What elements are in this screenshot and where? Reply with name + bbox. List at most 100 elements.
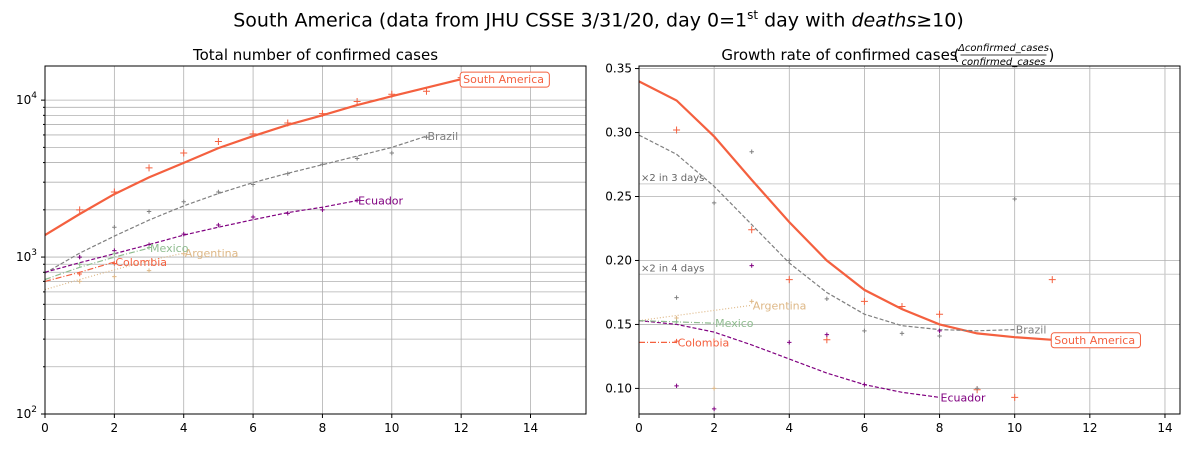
series-label: South America: [463, 73, 544, 86]
data-point-marker: [250, 182, 256, 187]
series-line: [44, 200, 358, 273]
paren-left: (: [954, 46, 960, 64]
data-point-marker: [862, 328, 867, 334]
series-label-box: [459, 71, 550, 88]
reference-line-label: ×2 in 4 days: [641, 263, 704, 274]
x-tick-label: 12: [454, 421, 469, 435]
data-point-marker: [145, 164, 153, 172]
series-label: Ecuador: [358, 195, 403, 208]
data-point-marker: [1012, 196, 1017, 202]
series-south-america: South America: [638, 80, 1141, 401]
data-point-marker: [673, 126, 681, 134]
series-south-america: South America: [44, 71, 550, 237]
paren-right: ): [1049, 46, 1055, 64]
series-label: Brazil: [427, 130, 458, 143]
series-label: Mexico: [715, 317, 754, 330]
y-tick-label: 0.35: [605, 62, 632, 76]
data-point-marker: [389, 150, 394, 156]
data-point-marker: [214, 137, 222, 145]
data-point-marker: [711, 386, 717, 391]
data-point-marker: [711, 406, 717, 412]
data-point-marker: [422, 87, 430, 95]
data-point-marker: [77, 271, 82, 277]
data-point-marker: [860, 297, 868, 305]
x-tick-label: 8: [936, 421, 944, 435]
x-tick-label: 6: [861, 421, 869, 435]
series-line: [638, 320, 940, 398]
data-point-marker: [748, 226, 756, 234]
series-line: [638, 134, 1015, 332]
data-point-marker: [284, 119, 292, 127]
data-point-marker: [180, 149, 188, 157]
x-tick-label: 10: [1007, 421, 1022, 435]
data-point-marker: [250, 214, 256, 220]
series-label: Colombia: [115, 256, 167, 269]
title-fraction-denominator: confirmed_cases: [962, 57, 1046, 68]
data-point-marker: [354, 198, 360, 203]
x-tick-label: 0: [41, 421, 49, 435]
data-point-marker: [424, 135, 429, 140]
data-point-marker: [862, 382, 867, 387]
panel-title: Total number of confirmed cases: [192, 46, 438, 64]
series-mexico: Mexico: [44, 242, 189, 281]
data-point-marker: [824, 296, 830, 302]
data-point-marker: [785, 276, 793, 284]
data-point-marker: [112, 261, 117, 266]
data-point-marker: [674, 319, 679, 325]
x-tick-label: 2: [710, 421, 718, 435]
series-label-box: [1050, 332, 1141, 349]
data-point-marker: [1048, 276, 1056, 284]
data-point-marker: [181, 199, 186, 204]
data-point-marker: [216, 222, 221, 228]
data-point-marker: [112, 274, 117, 279]
data-point-marker: [285, 211, 290, 216]
x-tick-label: 10: [384, 421, 399, 435]
data-point-marker: [112, 224, 117, 230]
data-point-marker: [181, 251, 186, 256]
series-label: Argentina: [185, 247, 239, 260]
data-point-marker: [749, 263, 754, 268]
data-point-marker: [1011, 393, 1019, 401]
panel-1: South America Brazil Ecuador MexicoArgentin…: [16, 46, 587, 435]
data-point-marker: [320, 162, 325, 167]
y-tick-label: 103: [16, 248, 37, 264]
x-tick-label: 8: [319, 421, 327, 435]
x-tick-label: 0: [635, 421, 643, 435]
series-colombia: Colombia: [639, 336, 729, 349]
series-label: Brazil: [1016, 324, 1047, 337]
series-line: [638, 80, 1053, 341]
data-point-marker: [146, 268, 152, 273]
data-point-marker: [146, 209, 152, 214]
series-line: [44, 247, 150, 281]
title-fraction-numerator: Δconfirmed_cases: [957, 43, 1049, 54]
data-point-marker: [824, 332, 830, 337]
reference-line-label: ×2 in 3 days: [641, 173, 704, 184]
data-point-marker: [674, 315, 679, 321]
data-point-marker: [112, 251, 117, 256]
series-argentina: Argentina: [638, 299, 806, 391]
data-point-marker: [181, 231, 186, 237]
data-point-marker: [354, 156, 360, 161]
y-tick-label: 0.10: [605, 381, 632, 395]
data-point-marker: [77, 254, 82, 260]
data-point-marker: [937, 328, 942, 334]
x-tick-label: 4: [180, 421, 188, 435]
series-ecuador: Ecuador: [638, 263, 986, 412]
data-point-marker: [711, 200, 717, 206]
series-line: [638, 304, 752, 322]
x-tick-label: 4: [785, 421, 793, 435]
series-mexico: Mexico: [638, 317, 754, 330]
data-point-marker: [674, 338, 679, 344]
panel-2: ×2 in 3 days ×2 in 4 days South America Bra…: [605, 43, 1181, 435]
data-point-marker: [937, 333, 942, 339]
series-brazil: Brazil: [44, 130, 458, 274]
series-brazil: Brazil: [638, 134, 1047, 391]
y-tick-label: 0.20: [605, 253, 632, 267]
x-tick-label: 14: [523, 421, 538, 435]
data-point-marker: [749, 149, 754, 154]
data-point-marker: [146, 245, 152, 250]
data-point-marker: [898, 303, 906, 311]
data-point-marker: [285, 171, 290, 176]
